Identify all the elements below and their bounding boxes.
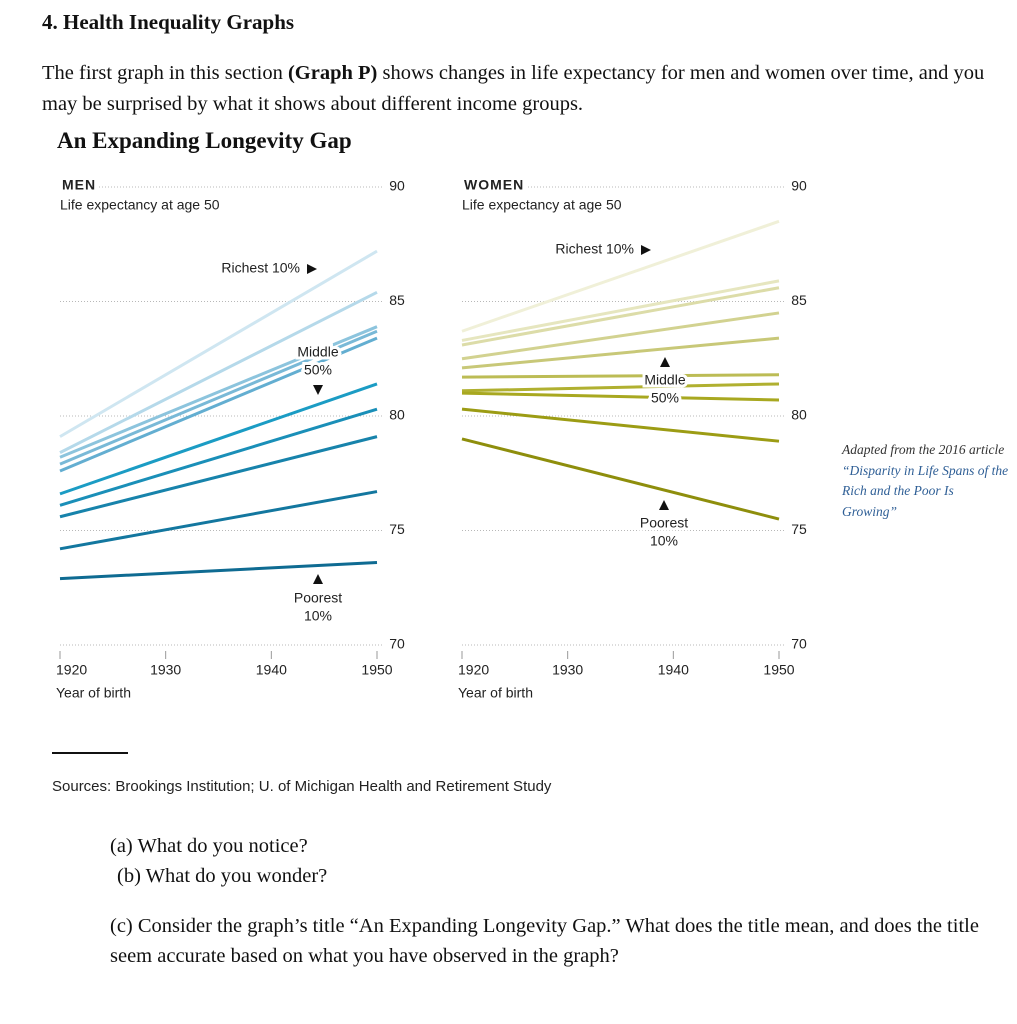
arrow-icon xyxy=(307,264,317,274)
y-tick-label: 80 xyxy=(389,407,405,423)
heading: 4. Health Inequality Graphs xyxy=(42,10,295,34)
y-tick-label: 70 xyxy=(791,636,807,652)
x-axis-label: Year of birth xyxy=(56,685,131,701)
series-line xyxy=(59,561,378,581)
series-line xyxy=(461,391,780,402)
series-line xyxy=(461,286,780,347)
panel-title: WOMEN xyxy=(464,177,524,193)
annotation: Poorest xyxy=(294,590,342,606)
y-tick-label: 70 xyxy=(389,636,405,652)
question: (b) What do you wonder? xyxy=(117,865,328,887)
series-line xyxy=(59,382,378,496)
y-tick-label: 80 xyxy=(791,407,807,423)
x-axis-label: Year of birth xyxy=(458,685,533,701)
x-tick-label: 1950 xyxy=(361,662,392,678)
x-tick-label: 1930 xyxy=(150,662,181,678)
x-tick-label: 1940 xyxy=(658,662,689,678)
y-tick-label: 90 xyxy=(389,178,405,194)
series-line xyxy=(59,435,378,519)
annotation: 50% xyxy=(651,390,679,406)
x-tick-label: 1930 xyxy=(552,662,583,678)
series-line xyxy=(59,249,378,438)
x-tick-label: 1940 xyxy=(256,662,287,678)
series-line xyxy=(59,336,378,473)
chart: 70 75 80 85 90 MEN Life expectancy at age 50 19… xyxy=(56,176,807,701)
y-tick-label: 75 xyxy=(791,521,807,537)
intro-paragraph: The first graph in this section (Graph P… xyxy=(42,58,987,120)
question: (c) Consider the graph’s title “An Expan… xyxy=(110,915,979,967)
note-link: “Disparity in Life Spans of the Rich and… xyxy=(842,462,1009,519)
divider xyxy=(52,752,128,754)
source: Sources: Brookings Institution; U. of Mi… xyxy=(52,778,552,795)
series-line xyxy=(59,407,378,507)
panel-subtitle: Life expectancy at age 50 xyxy=(462,197,622,213)
series-line xyxy=(461,382,780,393)
note-text: Adapted from the 2016 article xyxy=(842,442,1005,457)
x-tick-label: 1950 xyxy=(763,662,794,678)
annotation: 10% xyxy=(650,533,678,549)
intro-text: shows changes in life expectancy for men… xyxy=(42,62,985,115)
y-tick-label: 85 xyxy=(389,292,405,308)
series-line xyxy=(59,325,378,459)
annotation: Middle xyxy=(644,372,685,388)
series-line xyxy=(461,311,780,361)
arrow-icon xyxy=(313,574,323,584)
panel-subtitle: Life expectancy at age 50 xyxy=(60,197,220,213)
arrow-icon xyxy=(313,385,323,395)
series-line xyxy=(59,291,378,454)
annotation: Middle xyxy=(297,344,338,360)
series-line xyxy=(59,490,378,551)
arrow-icon xyxy=(660,357,670,367)
y-tick-label: 75 xyxy=(389,521,405,537)
annotation: Richest 10% xyxy=(221,260,300,276)
series-line xyxy=(59,329,378,466)
series-line xyxy=(461,279,780,342)
intro-bold: (Graph P) xyxy=(287,62,378,84)
annotation: Richest 10% xyxy=(555,241,634,257)
note: Adapted from the 2016 article “Disparity… xyxy=(842,440,1010,522)
series-line xyxy=(461,373,780,379)
y-tick-label: 85 xyxy=(791,292,807,308)
annotation: 50% xyxy=(304,362,332,378)
series-line xyxy=(461,336,780,370)
arrow-icon xyxy=(641,245,651,255)
panel-title: MEN xyxy=(62,177,96,193)
question: (a) What do you notice? xyxy=(110,835,308,857)
series-line xyxy=(461,437,780,521)
annotation: Poorest xyxy=(640,515,688,531)
intro-text: The first graph in this section xyxy=(42,62,288,84)
x-tick-label: 1920 xyxy=(458,662,489,678)
y-tick-label: 90 xyxy=(791,178,807,194)
figure-title: An Expanding Longevity Gap xyxy=(57,128,352,153)
annotation: 10% xyxy=(304,608,332,624)
arrow-icon xyxy=(659,500,669,510)
series-line xyxy=(461,219,780,333)
x-tick-label: 1920 xyxy=(56,662,87,678)
series-line xyxy=(461,407,780,443)
